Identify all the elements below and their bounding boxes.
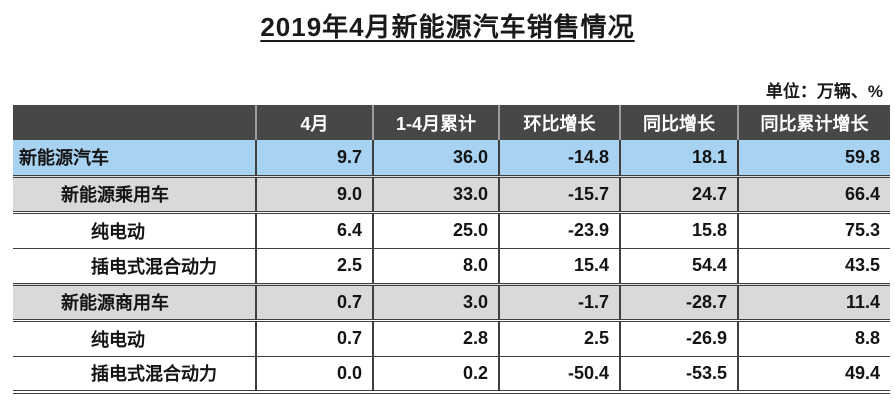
row-label: 新能源汽车 — [19, 148, 109, 169]
cell-value: 8.0 — [372, 248, 499, 284]
row-label: 新能源商用车 — [61, 293, 169, 313]
table-row: 新能源汽车 9.7 36.0 -14.8 18.1 59.8 — [13, 140, 890, 176]
sales-table: 4月 1-4月累计 环比增长 同比增长 同比累计增长 新能源汽车 9.7 36.0 -14.8… — [13, 105, 890, 394]
cell-value: 8.8 — [737, 320, 890, 356]
row-label: 插电式混合动力 — [91, 256, 217, 277]
cell-value: 33.0 — [372, 176, 499, 212]
cell-value: -15.7 — [498, 176, 620, 212]
table-row: 插电式混合动力 2.5 8.0 15.4 54.4 43.5 — [13, 248, 890, 284]
cell-value: -50.4 — [498, 356, 620, 392]
cell-value: 24.7 — [619, 176, 738, 212]
row-label: 纯电动 — [91, 329, 145, 350]
cell-value: -23.9 — [498, 212, 620, 248]
table-body: 新能源汽车 9.7 36.0 -14.8 18.1 59.8 新能源乘用车 9.0 33.0 -1… — [13, 140, 890, 392]
cell-value: 2.8 — [372, 320, 499, 356]
cell-value: 3.0 — [372, 284, 499, 320]
table-row: 新能源乘用车 9.0 33.0 -15.7 24.7 66.4 — [13, 176, 890, 212]
table-row: 插电式混合动力 0.0 0.2 -50.4 -53.5 49.4 — [13, 356, 890, 392]
column-header: 1-4月累计 — [372, 105, 499, 140]
table-row: 新能源商用车 0.7 3.0 -1.7 -28.7 11.4 — [13, 284, 890, 320]
header-row: 4月 1-4月累计 环比增长 同比增长 同比累计增长 — [13, 105, 890, 140]
cell-value: 9.0 — [255, 176, 373, 212]
page-title-text: 2019年4月新能源汽车销售情况 — [260, 12, 635, 42]
cell-value: -28.7 — [619, 284, 738, 320]
row-label: 新能源乘用车 — [61, 185, 169, 205]
row-label: 插电式混合动力 — [91, 364, 217, 385]
unit-note: 单位：万辆、% — [765, 82, 883, 101]
cell-value: 75.3 — [737, 212, 890, 248]
cell-value: -14.8 — [498, 140, 620, 176]
page-title: 2019年4月新能源汽车销售情况 — [0, 7, 895, 44]
cell-value: 54.4 — [619, 248, 738, 284]
column-header: 4月 — [255, 105, 373, 140]
cell-value: 6.4 — [255, 212, 373, 248]
cell-value: 49.4 — [737, 356, 890, 392]
cell-value: 15.8 — [619, 212, 738, 248]
column-header: 同比增长 — [619, 105, 738, 140]
cell-value: -26.9 — [619, 320, 738, 356]
cell-value: 36.0 — [372, 140, 499, 176]
cell-value: 0.7 — [255, 320, 373, 356]
cell-value: -1.7 — [498, 284, 620, 320]
cell-value: 25.0 — [372, 212, 499, 248]
cell-value: 43.5 — [737, 248, 890, 284]
cell-value: 59.8 — [737, 140, 890, 176]
table-header: 4月 1-4月累计 环比增长 同比增长 同比累计增长 — [13, 105, 890, 140]
cell-value: 11.4 — [737, 284, 890, 320]
table-row: 纯电动 6.4 25.0 -23.9 15.8 75.3 — [13, 212, 890, 248]
cell-value: 15.4 — [498, 248, 620, 284]
column-header: 同比累计增长 — [737, 105, 890, 140]
table-row: 纯电动 0.7 2.8 2.5 -26.9 8.8 — [13, 320, 890, 356]
cell-value: 9.7 — [255, 140, 373, 176]
row-label: 纯电动 — [91, 221, 145, 242]
column-header-empty — [13, 105, 256, 140]
cell-value: 0.0 — [255, 356, 373, 392]
cell-value: 0.7 — [255, 284, 373, 320]
cell-value: 66.4 — [737, 176, 890, 212]
cell-value: 18.1 — [619, 140, 738, 176]
column-header: 环比增长 — [498, 105, 620, 140]
cell-value: 0.2 — [372, 356, 499, 392]
cell-value: 2.5 — [255, 248, 373, 284]
cell-value: -53.5 — [619, 356, 738, 392]
cell-value: 2.5 — [498, 320, 620, 356]
